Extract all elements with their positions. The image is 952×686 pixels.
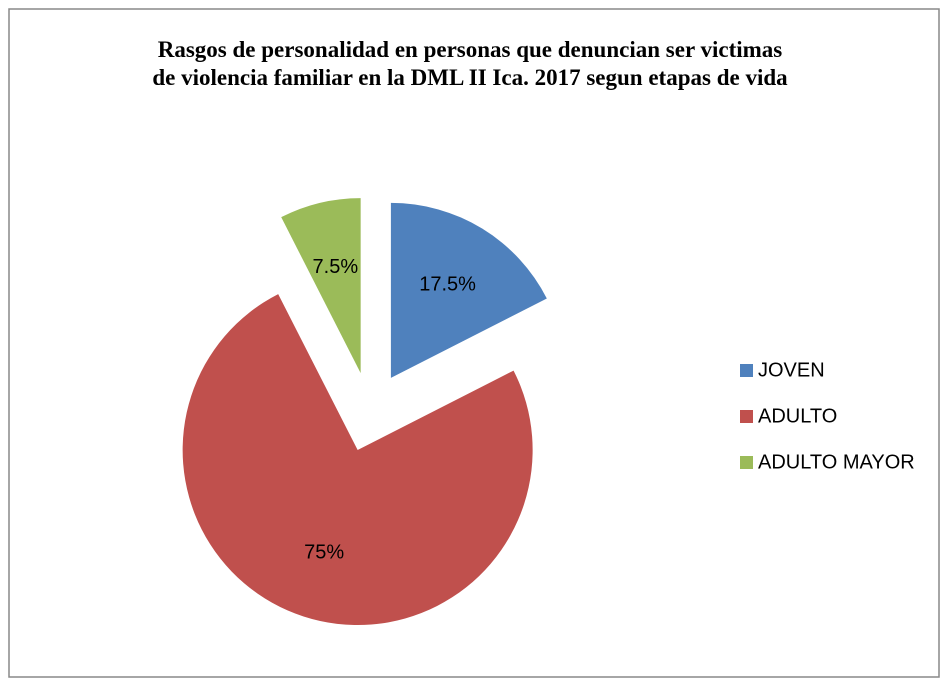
pie-slice	[390, 202, 547, 378]
legend-swatch	[740, 364, 753, 377]
data-label: 75%	[304, 542, 344, 564]
legend-label: JOVEN	[758, 359, 825, 381]
legend-swatch	[740, 410, 753, 423]
legend-label: ADULTO MAYOR	[758, 451, 915, 473]
pie-slice	[281, 198, 361, 374]
data-label: 7.5%	[313, 256, 359, 278]
pie-slice	[182, 294, 533, 626]
data-label: 17.5%	[419, 274, 476, 296]
legend-swatch	[740, 456, 753, 469]
legend-label: ADULTO	[758, 405, 837, 427]
chart-title: Rasgos de personalidad en personas que d…	[152, 37, 788, 90]
